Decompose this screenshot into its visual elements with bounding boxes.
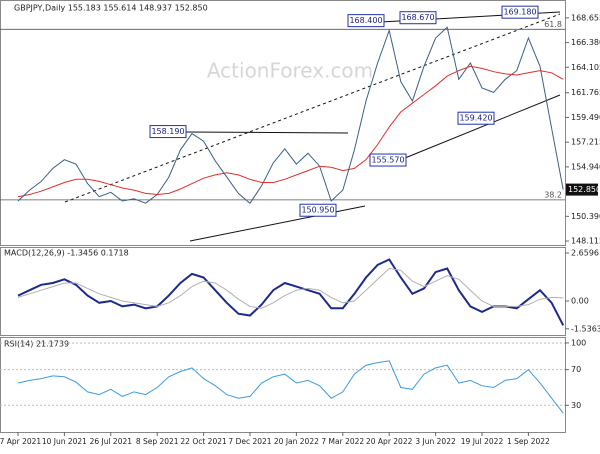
y-tick-label: 164.105 — [571, 63, 600, 72]
series-line — [17, 65, 564, 198]
annotation-box — [299, 203, 337, 217]
x-tick-label: 22 Oct 2021 — [180, 437, 227, 446]
annotation-label: 168.400 — [349, 16, 382, 25]
y-tick-label: 154.940 — [571, 162, 600, 171]
y-tick-label: 100 — [571, 338, 586, 347]
annotation-box — [399, 11, 437, 25]
annotation-label: 169.180 — [503, 8, 536, 17]
x-tick-label: 1 Sep 2022 — [507, 437, 550, 446]
y-tick-label: 0.00 — [571, 297, 589, 306]
x-tick-label: 20 Jan 2022 — [274, 437, 319, 446]
y-tick-label: -1.5363 — [571, 324, 600, 333]
y-tick-label: 157.215 — [571, 138, 600, 147]
y-tick-label: 2.6596 — [571, 248, 599, 257]
rsi-title: RSI(14) 21.1739 — [4, 340, 69, 349]
annotation-box — [369, 153, 407, 167]
y-tick-label: 150.390 — [571, 212, 600, 221]
y-tick-label: 161.765 — [571, 88, 600, 97]
fib-label: 38.2 — [544, 190, 562, 199]
x-tick-label: 7 Mar 2022 — [321, 437, 364, 446]
annotation-box — [457, 111, 495, 125]
macd-title: MACD(12,26,9) -1.3456 0.1718 — [4, 249, 129, 258]
annotation-label: 155.570 — [371, 156, 404, 165]
x-tick-label: 8 Sep 2021 — [136, 437, 179, 446]
x-tick-label: 3 Jun 2022 — [415, 437, 456, 446]
series-line — [17, 26, 564, 204]
series-line — [17, 258, 565, 326]
annotation-box — [501, 5, 539, 19]
y-tick-label: 166.380 — [571, 38, 600, 47]
y-tick-label: 159.490 — [571, 113, 600, 122]
annotation-box — [347, 14, 385, 28]
x-tick-label: 27 Apr 2021 — [0, 437, 41, 446]
annotation-label: 158.190 — [151, 127, 184, 136]
annotation-label: 150.950 — [301, 206, 334, 215]
rsi-panel — [0, 337, 566, 433]
last-price-label: 152.850 — [568, 185, 600, 194]
watermark: ActionForex.com — [207, 59, 373, 83]
last-price-box — [566, 183, 598, 196]
y-tick-label: 168.655 — [571, 13, 600, 22]
annotation-label: 168.670 — [401, 13, 434, 22]
x-tick-label: 7 Dec 2021 — [228, 437, 271, 446]
macd-panel — [0, 247, 566, 336]
y-tick-label: 148.115 — [571, 237, 600, 246]
x-tick-label: 20 Apr 2022 — [366, 437, 413, 446]
series-line — [17, 360, 564, 414]
y-tick-label: 30 — [571, 401, 581, 410]
price-title: GBPJPY,Daily 155.183 155.614 148.937 152… — [14, 4, 208, 13]
annotation-label: 159.420 — [459, 114, 492, 123]
x-tick-label: 26 Jul 2021 — [90, 437, 133, 446]
annotation-box — [149, 125, 187, 139]
fib-label: 61.8 — [544, 20, 562, 29]
y-tick-label: 70 — [571, 365, 581, 374]
x-tick-label: 10 Jun 2021 — [42, 437, 87, 446]
series-line — [17, 267, 564, 309]
x-tick-label: 19 Jul 2022 — [461, 437, 504, 446]
